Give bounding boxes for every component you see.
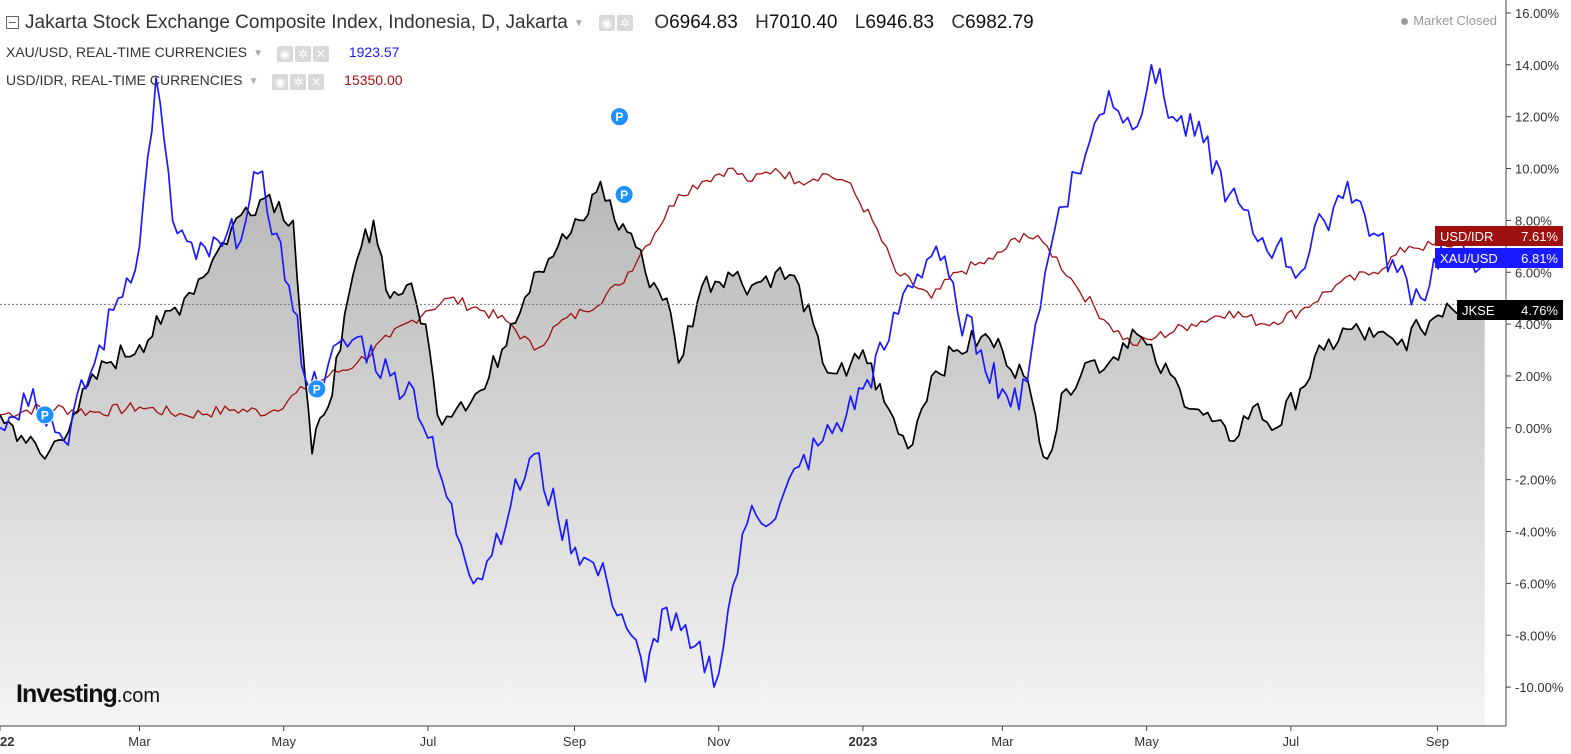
dividend-marker: [609, 107, 629, 127]
dividend-marker: [35, 405, 55, 425]
chevron-down-icon[interactable]: ▼: [248, 75, 259, 87]
x-tick-label: Jul: [420, 734, 437, 749]
series-line-xau-usd: [0, 63, 1486, 688]
x-tick-label: Nov: [707, 734, 731, 749]
dividend-marker: [614, 184, 634, 204]
jkse-area-fill: [0, 181, 1485, 726]
x-tick-label: May: [1134, 734, 1159, 749]
y-tick-label: -6.00%: [1515, 576, 1557, 591]
eye-icon[interactable]: ◉: [599, 14, 616, 31]
collapse-icon[interactable]: [6, 16, 19, 30]
y-tick-label: 8.00%: [1515, 213, 1552, 228]
last-value-tag-name: XAU/USD: [1440, 251, 1498, 266]
last-value-tag: [1435, 226, 1563, 246]
gear-icon[interactable]: ✲: [294, 45, 311, 62]
x-tick-label: Mar: [991, 734, 1014, 749]
y-tick-label: 16.00%: [1515, 6, 1560, 21]
overlay-idr-controls: ◉ ✲ ✕: [272, 73, 326, 90]
y-tick-label: -4.00%: [1515, 525, 1557, 540]
last-value-tag-value: 4.76%: [1521, 303, 1558, 318]
x-tick-label: Jul: [1283, 734, 1300, 749]
y-tick-label: -10.00%: [1515, 680, 1564, 695]
overlay-idr-value: 15350.00: [344, 72, 403, 88]
eye-icon[interactable]: ◉: [276, 45, 293, 62]
ohlc-open: O6964.83: [654, 12, 738, 34]
y-tick-label: 4.00%: [1515, 317, 1552, 332]
close-icon[interactable]: ✕: [312, 45, 329, 62]
y-tick-label: 2.00%: [1515, 369, 1552, 384]
last-value-tag-value: 6.81%: [1521, 251, 1558, 266]
chevron-down-icon[interactable]: ▼: [573, 17, 584, 29]
last-value-tag-name: USD/IDR: [1440, 229, 1493, 244]
dividend-marker-label: P: [615, 110, 623, 124]
x-tick-label: Sep: [563, 734, 586, 749]
series-controls: ◉ ✲: [599, 12, 635, 34]
gear-icon[interactable]: ✲: [617, 14, 634, 31]
x-tick-label: Mar: [128, 734, 151, 749]
overlay-xau-label: XAU/USD, REAL-TIME CURRENCIES: [6, 44, 248, 60]
y-tick-label: -8.00%: [1515, 628, 1557, 643]
y-tick-label: -2.00%: [1515, 473, 1557, 488]
logo-brand: Investing: [16, 680, 118, 708]
ohlc-low: L6946.83: [854, 12, 935, 34]
chart-header: Jakarta Stock Exchange Composite Index, …: [6, 12, 1046, 34]
dividend-marker-label: P: [41, 408, 49, 422]
logo-suffix: .com: [116, 685, 161, 707]
series-line-usd-idr: [0, 167, 1486, 419]
x-tick-label: Sep: [1426, 734, 1449, 749]
last-value-tag-value: 7.61%: [1521, 229, 1558, 244]
overlay-xau-value: 1923.57: [348, 44, 400, 60]
y-tick-label: 12.00%: [1515, 110, 1560, 125]
y-tick-label: 0.00%: [1515, 421, 1552, 436]
overlay-idr-label: USD/IDR, REAL-TIME CURRENCIES: [6, 72, 243, 88]
eye-icon[interactable]: ◉: [272, 73, 289, 90]
overlay-xau[interactable]: XAU/USD, REAL-TIME CURRENCIES ▼ ◉ ✲ ✕ 1923.…: [6, 44, 399, 62]
series-line-jkse: [0, 180, 1486, 460]
y-tick-label: 6.00%: [1515, 265, 1552, 280]
chevron-down-icon[interactable]: ▼: [253, 47, 264, 59]
dividend-marker: [307, 379, 327, 399]
dividend-marker-label: P: [620, 188, 628, 202]
last-value-tag: [1457, 300, 1563, 320]
x-tick-label: 2022: [0, 734, 14, 749]
x-tick-label: May: [271, 734, 296, 749]
ohlc-close: C6982.79: [951, 12, 1034, 34]
ohlc-high: H7010.40: [755, 12, 838, 34]
market-status: Market Closed: [1401, 13, 1497, 28]
market-status-label: Market Closed: [1413, 13, 1497, 28]
last-value-tag-name: JKSE: [1462, 303, 1495, 318]
investing-logo: Investing.com: [16, 680, 160, 709]
y-tick-label: 10.00%: [1515, 162, 1560, 177]
last-value-tag: [1435, 248, 1563, 268]
chart-title: Jakarta Stock Exchange Composite Index, …: [25, 12, 568, 34]
dividend-marker-label: P: [313, 382, 321, 396]
y-tick-label: 14.00%: [1515, 58, 1560, 73]
x-tick-label: 2023: [848, 734, 877, 749]
close-icon[interactable]: ✕: [308, 73, 325, 90]
overlay-idr[interactable]: USD/IDR, REAL-TIME CURRENCIES ▼ ◉ ✲ ✕ 15350…: [6, 72, 403, 90]
gear-icon[interactable]: ✲: [290, 73, 307, 90]
overlay-xau-controls: ◉ ✲ ✕: [276, 45, 331, 62]
status-dot-icon: [1401, 18, 1409, 26]
